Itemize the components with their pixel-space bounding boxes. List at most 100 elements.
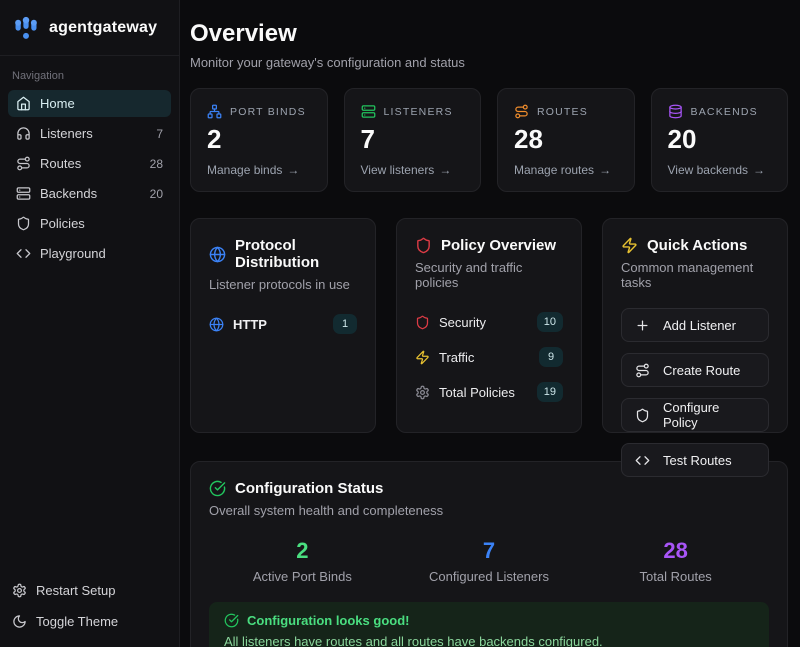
policy-count-badge: 9	[539, 347, 563, 367]
stat-value: 7	[360, 124, 375, 154]
sidebar-item-routes[interactable]: Routes 28	[8, 150, 171, 177]
server-icon	[361, 104, 376, 119]
stat-card-port-binds: PORT BINDS 2 Manage binds →	[190, 88, 328, 192]
check-circle-icon	[209, 480, 226, 497]
arrow-right-icon: →	[439, 162, 452, 177]
configuration-status-card: Configuration Status Overall system heal…	[190, 461, 788, 647]
stat-card-backends: BACKENDS 20 View backends →	[650, 88, 788, 192]
main-content: Overview Monitor your gateway's configur…	[180, 0, 800, 647]
sidebar-item-label: Routes	[40, 156, 82, 171]
stat-value: 2	[207, 124, 222, 154]
test-routes-button[interactable]: Test Routes	[621, 443, 769, 477]
card-subtitle: Security and traffic policies	[415, 260, 523, 290]
metric-label: Total Routes	[639, 569, 712, 584]
code-icon	[635, 453, 650, 468]
policy-row-traffic: Traffic 9	[415, 347, 563, 367]
metric-total-routes: 28 Total Routes	[582, 538, 769, 584]
configure-policy-button[interactable]: Configure Policy	[621, 398, 769, 432]
metric-value: 28	[663, 538, 688, 563]
home-icon	[16, 96, 31, 111]
view-backends-link[interactable]: View backends →	[668, 163, 772, 177]
protocol-distribution-card: Protocol Distribution Listener protocols…	[190, 218, 376, 433]
toggle-theme-button[interactable]: Toggle Theme	[8, 608, 171, 635]
headphones-icon	[16, 126, 31, 141]
view-listeners-link[interactable]: View listeners →	[361, 163, 465, 177]
stat-value: 20	[667, 124, 697, 154]
stats-grid: PORT BINDS 2 Manage binds → LISTENERS 7 …	[190, 88, 788, 192]
overview-cards: Protocol Distribution Listener protocols…	[190, 218, 788, 477]
restart-setup-label: Restart Setup	[36, 583, 116, 598]
database-icon	[668, 104, 683, 119]
metric-label: Configured Listeners	[429, 569, 549, 584]
policy-row-total: Total Policies 19	[415, 382, 563, 402]
status-banner: Configuration looks good! All listeners …	[209, 602, 769, 647]
protocol-label: HTTP	[233, 316, 267, 332]
globe-icon	[209, 317, 224, 332]
arrow-right-icon: →	[753, 162, 765, 177]
stat-label: PORT BINDS	[230, 105, 306, 118]
stat-link-label: View backends	[667, 162, 749, 177]
nav-section-label: Navigation	[12, 70, 64, 82]
metric-active-port-binds: 2 Active Port Binds	[209, 538, 396, 584]
stat-label: LISTENERS	[383, 105, 453, 118]
banner-message: All listeners have routes and all routes…	[224, 634, 603, 647]
sidebar-item-label: Policies	[40, 216, 85, 231]
shield-icon	[16, 216, 31, 231]
toggle-theme-label: Toggle Theme	[36, 614, 119, 629]
quick-actions-card: Quick Actions Common management tasks Ad…	[602, 218, 788, 477]
manage-routes-link[interactable]: Manage routes →	[514, 163, 618, 177]
arrow-right-icon: →	[287, 162, 300, 177]
globe-icon	[209, 246, 226, 263]
policy-count-badge: 19	[536, 382, 563, 402]
sidebar-item-label: Playground	[40, 246, 106, 261]
policy-count-badge: 10	[536, 312, 563, 332]
sidebar-item-count: 28	[149, 156, 163, 171]
arrow-right-icon: →	[599, 162, 612, 177]
sidebar-item-listeners[interactable]: Listeners 7	[8, 120, 171, 147]
sidebar-item-home[interactable]: Home	[8, 90, 171, 117]
stat-card-listeners: LISTENERS 7 View listeners →	[343, 88, 481, 192]
sidebar-item-policies[interactable]: Policies	[8, 210, 171, 237]
stat-label: BACKENDS	[690, 105, 758, 118]
route-icon	[635, 363, 650, 378]
page-subtitle: Monitor your gateway's configuration and…	[190, 55, 465, 70]
create-route-button[interactable]: Create Route	[621, 353, 769, 387]
sidebar-item-backends[interactable]: Backends 20	[8, 180, 171, 207]
sidebar-item-label: Home	[40, 96, 75, 111]
policy-row-security: Security 10	[415, 312, 563, 332]
network-icon	[207, 104, 222, 119]
action-label: Test Routes	[663, 452, 732, 468]
stat-link-label: Manage routes	[514, 162, 595, 177]
route-icon	[16, 156, 31, 171]
sidebar-item-label: Backends	[40, 186, 98, 201]
shield-icon	[415, 315, 430, 330]
plus-icon	[635, 318, 650, 333]
shield-icon	[415, 237, 432, 254]
card-title: Policy Overview	[441, 237, 557, 254]
status-metrics: 2 Active Port Binds 7 Configured Listene…	[209, 538, 769, 584]
brand-name: agentgateway	[49, 19, 158, 36]
card-title: Configuration Status	[235, 480, 384, 497]
sidebar-footer: Restart Setup Toggle Theme	[0, 569, 179, 647]
quick-actions-list: Add Listener Create Route Configure Poli…	[621, 308, 769, 477]
zap-icon	[415, 350, 430, 365]
zap-icon	[621, 237, 638, 254]
sidebar-item-playground[interactable]: Playground	[8, 240, 171, 267]
card-title: Quick Actions	[647, 237, 748, 254]
policy-label: Security	[439, 314, 486, 330]
metric-value: 2	[296, 538, 309, 563]
protocol-count-badge: 1	[333, 314, 357, 334]
protocol-row-http: HTTP 1	[209, 314, 357, 334]
restart-setup-button[interactable]: Restart Setup	[8, 577, 171, 604]
add-listener-button[interactable]: Add Listener	[621, 308, 769, 342]
banner-title: Configuration looks good!	[247, 613, 410, 628]
action-label: Add Listener	[663, 317, 736, 333]
policy-label: Traffic	[439, 349, 475, 365]
policy-label: Total Policies	[439, 384, 515, 400]
stat-value: 28	[514, 124, 543, 154]
page-title: Overview	[190, 20, 297, 47]
manage-binds-link[interactable]: Manage binds →	[207, 163, 311, 177]
sidebar: agentgateway Navigation Home Listeners 7…	[0, 0, 180, 647]
agentgateway-logo-icon	[15, 16, 37, 39]
metric-label: Active Port Binds	[252, 569, 352, 584]
